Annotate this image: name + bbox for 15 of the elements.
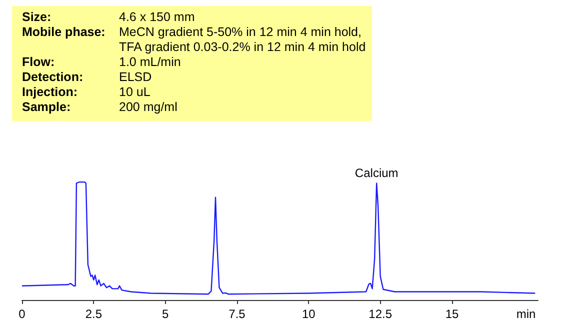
x-tick-label: 15 bbox=[445, 307, 459, 321]
x-tick-label: 12.5 bbox=[368, 307, 392, 321]
text: Mobile phase: MeCN gradient 5-50% in 12 min 4 min hold, TFA gradient 0.03-0.2% in 12 min 4 min hold bbox=[22, 25, 367, 55]
text: Injection: 10 uL bbox=[22, 85, 150, 99]
x-axis-title: min bbox=[516, 307, 536, 321]
text: Detection: ELSD bbox=[22, 70, 152, 84]
x-tick-label: 2.5 bbox=[85, 307, 102, 321]
text: Size: 4.6 x 150 mm bbox=[22, 10, 195, 24]
x-tick-label: 10 bbox=[302, 307, 316, 321]
x-tick-label: 5 bbox=[162, 307, 169, 321]
x-tick-label: 7.5 bbox=[228, 307, 246, 321]
x-tick-label: 0 bbox=[18, 307, 26, 321]
text: Flow: 1.0 mL/min bbox=[22, 55, 181, 69]
text: Sample: 200 mg/ml bbox=[22, 100, 178, 114]
annotation: Calcium bbox=[354, 166, 398, 180]
